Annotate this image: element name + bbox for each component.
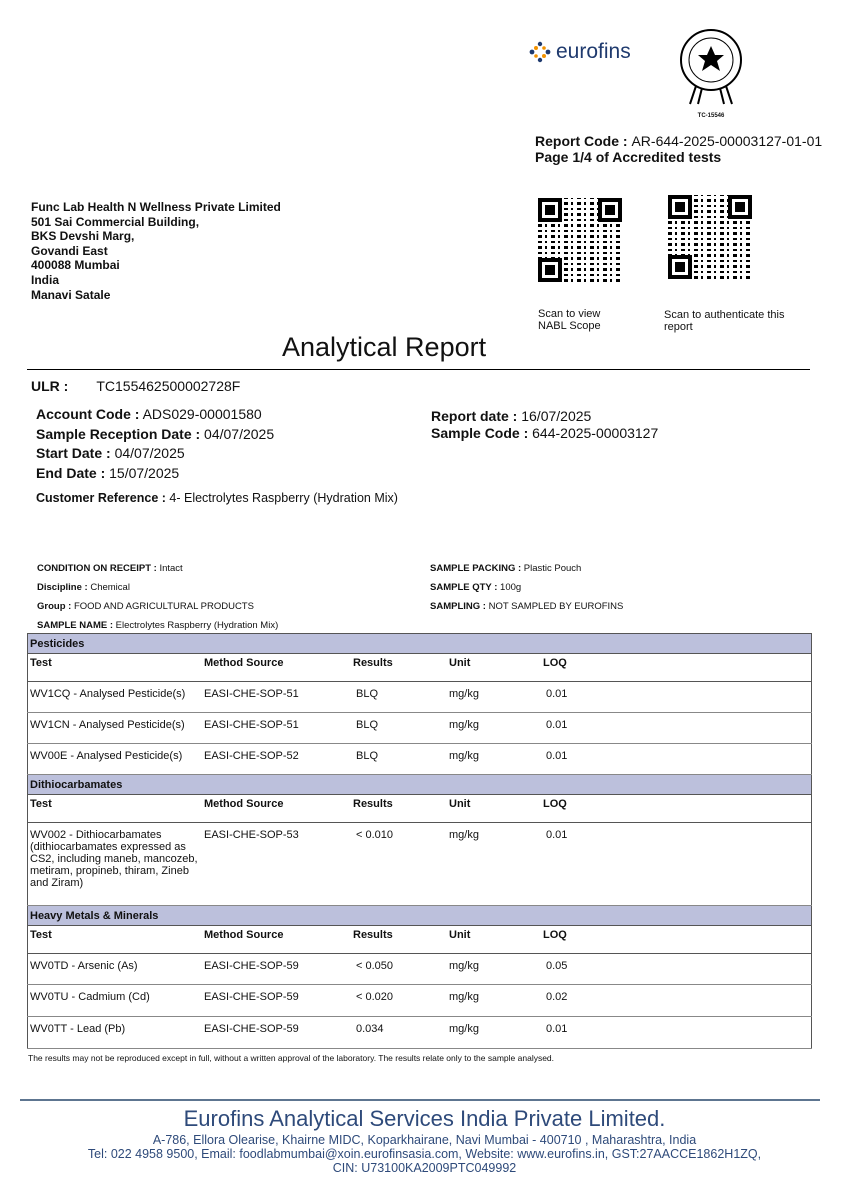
column-header: Test [27,925,202,954]
table-cell: EASI-CHE-SOP-59 [202,984,351,1017]
nabl-seal: TC-15546 [678,28,744,120]
table-cell: 0.05 [541,953,775,985]
title-divider [27,369,810,370]
table-cell: WV002 - Dithiocarbamates (dithiocarbamat… [27,822,202,906]
table-row: WV0TT - Lead (Pb) EASI-CHE-SOP-59 0.034 mg/… [27,1016,812,1049]
column-header: Unit [447,925,541,954]
table-cell: mg/kg [447,681,541,713]
table-cell: EASI-CHE-SOP-59 [202,953,351,985]
table-cell: WV1CQ - Analysed Pesticide(s) [27,681,202,713]
column-header: LOQ [541,794,775,823]
table-row: WV00E - Analysed Pesticide(s) EASI-CHE-SO… [27,743,812,775]
nabl-scope-qr-code[interactable] [538,198,622,282]
sample-info-left: Account Code : ADS029-00001580 Sample Re… [36,406,275,481]
table-cell: WV0TU - Cadmium (Cd) [27,984,202,1017]
table-cell: WV0TD - Arsenic (As) [27,953,202,985]
table-cell: mg/kg [447,822,541,906]
table-cell: < 0.050 [351,953,447,985]
column-header: Unit [447,653,541,682]
footer: Eurofins Analytical Services India Priva… [87,1106,762,1175]
table-row: WV1CN - Analysed Pesticide(s) EASI-CHE-SO… [27,712,812,744]
customer-reference: Customer Reference : 4- Electrolytes Ras… [36,491,398,505]
sample-info-right: Report date : 16/07/2025 Sample Code : 6… [431,408,659,441]
table-cell: 0.034 [351,1016,447,1049]
section-header: Dithiocarbamates [27,774,812,795]
table-cell: 0.01 [541,681,775,713]
table-cell: < 0.020 [351,984,447,1017]
table-row: WV002 - Dithiocarbamates (dithiocarbamat… [27,822,812,906]
auth-qr-caption: Scan to authenticate this report [664,309,785,333]
seal-icon [680,29,742,105]
conditions-right: SAMPLE PACKING : Plastic Pouch SAMPLE QT… [430,563,624,612]
table-cell: 0.02 [541,984,775,1017]
table-cell: WV0TT - Lead (Pb) [27,1016,202,1049]
table-cell: 0.01 [541,1016,775,1049]
table-cell: < 0.010 [351,822,447,906]
column-header: Method Source [202,794,351,823]
table-cell: WV00E - Analysed Pesticide(s) [27,743,202,775]
table-cell: WV1CN - Analysed Pesticide(s) [27,712,202,744]
table-cell: 0.01 [541,822,775,906]
conditions-left: CONDITION ON RECEIPT : Intact Discipline… [37,563,279,631]
column-header: LOQ [541,925,775,954]
table-cell: EASI-CHE-SOP-52 [202,743,351,775]
column-header: LOQ [541,653,775,682]
section-header: Pesticides [27,633,812,654]
table-cell: BLQ [351,712,447,744]
customer-address: Func Lab Health N Wellness Private Limit… [31,200,281,302]
column-header: Test [27,653,202,682]
column-header: Results [351,653,447,682]
page-title: Analytical Report [282,332,487,362]
table-cell: 0.01 [541,743,775,775]
table-row: WV1CQ - Analysed Pesticide(s) EASI-CHE-SO… [27,681,812,713]
nabl-qr-caption: Scan to view NABL Scope [538,308,601,332]
column-header: Results [351,925,447,954]
table-cell: EASI-CHE-SOP-51 [202,681,351,713]
table-row: WV0TD - Arsenic (As) EASI-CHE-SOP-59 < 0.0… [27,953,812,985]
table-cell: BLQ [351,743,447,775]
column-header: Method Source [202,653,351,682]
eurofins-logo: eurofins [528,40,631,64]
results-table: Pesticides Test Method Source Results Unit LO… [27,633,812,1049]
ulr: ULR : TC155462500002728F [31,378,241,394]
eurofins-dots-icon [529,41,551,63]
column-header: Unit [447,794,541,823]
table-cell: 0.01 [541,712,775,744]
column-header-row: Test Method Source Results Unit LOQ [27,653,812,682]
table-cell: mg/kg [447,984,541,1017]
table-row: WV0TU - Cadmium (Cd) EASI-CHE-SOP-59 < 0.0… [27,984,812,1017]
column-header: Results [351,794,447,823]
table-cell: EASI-CHE-SOP-53 [202,822,351,906]
table-cell: mg/kg [447,743,541,775]
table-cell: mg/kg [447,953,541,985]
table-cell: BLQ [351,681,447,713]
table-cell: EASI-CHE-SOP-51 [202,712,351,744]
column-header-row: Test Method Source Results Unit LOQ [27,794,812,823]
table-cell: mg/kg [447,1016,541,1049]
report-code: Report Code : AR-644-2025-00003127-01-01 [535,133,823,149]
disclaimer: The results may not be reproduced except… [28,1053,555,1063]
table-cell: mg/kg [447,712,541,744]
column-header: Method Source [202,925,351,954]
authenticate-qr-code[interactable] [668,195,752,279]
column-header-row: Test Method Source Results Unit LOQ [27,925,812,954]
section-header: Heavy Metals & Minerals [27,905,812,926]
column-header: Test [27,794,202,823]
footer-divider [20,1099,820,1101]
table-cell: EASI-CHE-SOP-59 [202,1016,351,1049]
page-info: Page 1/4 of Accredited tests [535,149,722,165]
